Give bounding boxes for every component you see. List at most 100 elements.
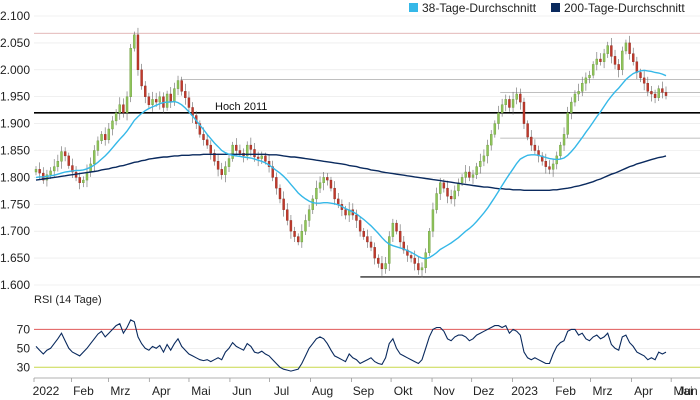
candle-93 <box>373 242 376 265</box>
candle-body-129 <box>504 99 507 105</box>
candle-100 <box>398 224 402 248</box>
candle-24 <box>122 98 125 118</box>
candle-body-46 <box>202 134 205 140</box>
rsi-y-tick-label-2: 30 <box>17 360 31 374</box>
candle-body-169 <box>650 91 653 95</box>
candle-144 <box>559 141 562 160</box>
candle-body-82 <box>333 187 336 200</box>
candle-165 <box>635 56 639 79</box>
candle-body-113 <box>446 187 449 197</box>
candle-body-140 <box>544 161 548 167</box>
candle-body-146 <box>566 112 569 135</box>
candle-131 <box>511 91 515 115</box>
candle-body-28 <box>136 34 140 70</box>
y-tick-label-5: 1.850 <box>0 144 30 158</box>
candle-113 <box>446 180 449 204</box>
candle-39 <box>176 75 180 96</box>
candle-106 <box>420 262 424 278</box>
x-tick-label-15: Apr <box>634 384 653 398</box>
candle-168 <box>646 76 649 97</box>
candle-body-155 <box>599 58 602 62</box>
candle-161 <box>621 46 624 76</box>
candle-173 <box>664 86 668 100</box>
candle-76 <box>311 195 314 214</box>
candle-78 <box>318 176 322 194</box>
candle-59 <box>249 137 253 157</box>
candle-19 <box>103 127 107 146</box>
candle-25 <box>125 91 129 121</box>
candle-109 <box>431 202 435 238</box>
candle-body-122 <box>479 161 482 167</box>
candle-20 <box>107 123 111 144</box>
candle-155 <box>599 53 602 66</box>
candle-17 <box>96 136 100 156</box>
candle-body-6 <box>56 161 60 167</box>
candle-72 <box>296 233 300 246</box>
candle-22 <box>114 109 118 126</box>
x-tick-label-0: 2022 <box>33 384 60 398</box>
x-tick-label-2: Mrz <box>110 384 130 398</box>
y-tick-label-7: 1.750 <box>0 197 30 211</box>
candle-body-10 <box>71 165 74 173</box>
candle-body-167 <box>642 77 646 84</box>
rsi-title: RSI (14 Tage) <box>34 294 102 306</box>
candle-body-1 <box>38 169 41 174</box>
candle-body-148 <box>573 93 577 103</box>
candle-body-72 <box>296 236 300 243</box>
candle-145 <box>562 127 566 152</box>
candle-body-62 <box>260 155 263 159</box>
candle-97 <box>388 231 391 272</box>
candle-body-133 <box>519 93 522 103</box>
candle-body-162 <box>624 42 628 52</box>
candle-body-171 <box>657 88 660 98</box>
candle-37 <box>169 87 172 108</box>
candle-body-124 <box>486 144 489 157</box>
candle-body-91 <box>366 236 369 243</box>
candle-body-134 <box>522 101 526 124</box>
candle-body-27 <box>133 34 136 49</box>
candle-64 <box>267 154 271 173</box>
candle-151 <box>584 72 588 91</box>
candle-body-136 <box>530 136 533 146</box>
candle-body-92 <box>369 241 373 248</box>
candle-30 <box>144 81 147 104</box>
candle-body-119 <box>468 171 471 178</box>
candle-body-54 <box>231 144 234 159</box>
candle-body-164 <box>632 53 635 62</box>
candle-body-31 <box>147 96 151 105</box>
candle-body-141 <box>548 166 551 170</box>
candle-96 <box>384 257 387 274</box>
candle-body-26 <box>129 48 132 97</box>
candle-body-77 <box>315 187 318 200</box>
candle-body-24 <box>122 104 125 114</box>
candle-115 <box>453 185 456 207</box>
x-tick-label-4: Mai <box>191 384 210 398</box>
candle-body-130 <box>508 99 511 108</box>
candle-body-18 <box>100 134 103 142</box>
candle-48 <box>209 140 212 160</box>
candle-body-158 <box>610 45 613 57</box>
candle-84 <box>340 199 344 217</box>
candle-54 <box>231 141 234 162</box>
candle-body-76 <box>311 198 314 210</box>
candle-body-105 <box>417 263 420 271</box>
candle-body-42 <box>187 97 191 108</box>
candle-118 <box>464 165 467 184</box>
candle-body-36 <box>165 93 169 108</box>
legend-swatch-ma200 <box>551 3 560 12</box>
candle-body-73 <box>300 230 304 243</box>
candle-34 <box>158 91 162 110</box>
x-tick-label-13: Feb <box>555 384 576 398</box>
candle-body-115 <box>453 190 456 200</box>
rsi-y-axis-labels: 70 50 30 <box>17 322 31 374</box>
candle-122 <box>479 153 482 174</box>
candle-body-30 <box>144 85 147 97</box>
candle-90 <box>362 227 365 240</box>
x-tick-label-12: 2023 <box>511 384 538 398</box>
candle-170 <box>653 89 657 104</box>
candle-body-80 <box>326 177 329 181</box>
candle-body-89 <box>358 220 362 232</box>
candle-56 <box>238 144 242 157</box>
candle-body-161 <box>621 50 624 71</box>
